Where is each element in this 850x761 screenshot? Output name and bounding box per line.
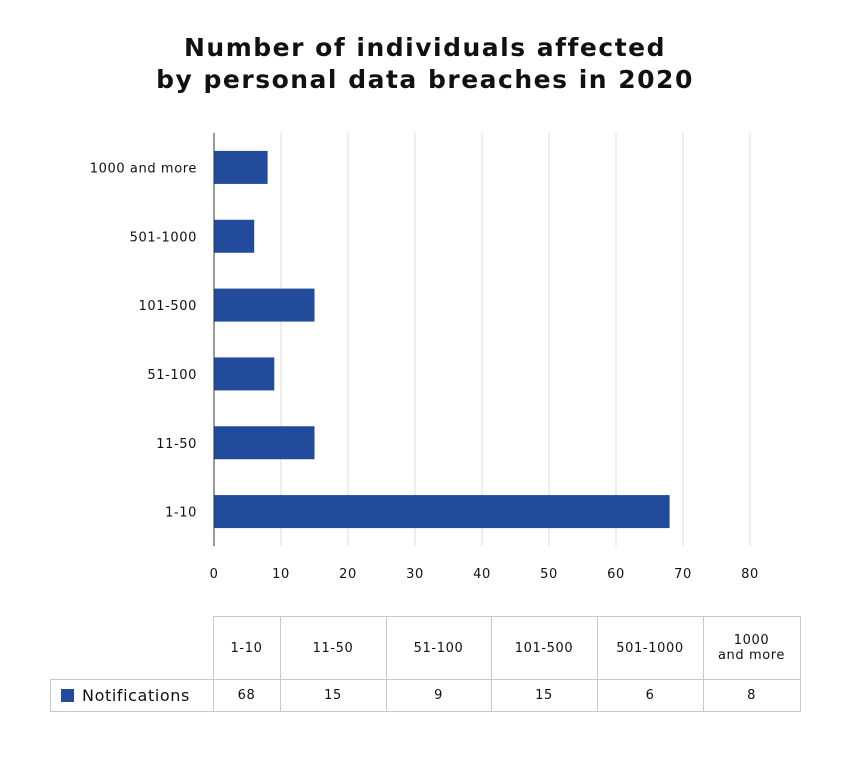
y-tick-label: 1-10 — [165, 506, 197, 521]
table-value-cell: 68 — [212, 679, 281, 712]
series-legend-cell: Notifications — [50, 679, 214, 712]
bar — [214, 426, 315, 460]
table-header-cell: 1-10 — [212, 616, 281, 680]
table-header-text: and more — [717, 648, 786, 663]
x-tick-label: 50 — [540, 567, 558, 582]
x-tick-label: 30 — [406, 567, 424, 582]
table-value-cell: 6 — [596, 679, 704, 712]
table-value-cell: 15 — [490, 679, 598, 712]
y-axis-labels: 1-10 11-50 51-100 101-500 501-1000 1000 and m… — [90, 161, 197, 520]
series-name: Notifications — [82, 686, 190, 705]
y-tick-label: 51-100 — [147, 368, 197, 383]
bar-chart: 1-10 11-50 51-100 101-500 501-1000 1000 and m… — [90, 133, 759, 582]
x-tick-label: 20 — [339, 567, 357, 582]
table-header-text: 1-10 — [230, 640, 263, 656]
bar — [214, 219, 255, 253]
chart-title: Number of individuals affected by person… — [0, 32, 850, 96]
table-header-cell: 1000 and more — [702, 616, 801, 680]
table-header-text: 501-1000 — [616, 640, 684, 656]
table-header-text: 101-500 — [514, 640, 574, 656]
table-header-cell: 11-50 — [279, 616, 387, 680]
x-axis-labels: 0 10 20 30 40 50 60 70 80 — [210, 567, 759, 582]
table-value-cell: 15 — [279, 679, 387, 712]
table-header-text: 51-100 — [413, 640, 464, 656]
x-tick-label: 0 — [210, 567, 219, 582]
gridlines — [280, 133, 751, 546]
data-table-header-row: 1-10 11-50 51-100 101-500 501-1000 1000 … — [51, 616, 801, 680]
bar — [214, 357, 275, 391]
bars — [214, 150, 670, 529]
bar — [214, 495, 670, 529]
chart-title-line-1: Number of individuals affected — [183, 33, 667, 62]
table-header-cell: 501-1000 — [596, 616, 704, 680]
y-tick-label: 501-1000 — [130, 230, 197, 245]
x-tick-label: 70 — [674, 567, 692, 582]
x-tick-label: 10 — [272, 567, 290, 582]
y-tick-label: 1000 and more — [90, 161, 197, 176]
data-table-corner — [51, 617, 214, 680]
data-table: 1-10 11-50 51-100 101-500 501-1000 1000 … — [50, 616, 801, 712]
table-value-cell: 9 — [385, 679, 492, 712]
table-header-text: 11-50 — [312, 640, 354, 656]
table-header-cell: 101-500 — [490, 616, 598, 680]
y-tick-label: 101-500 — [138, 299, 197, 314]
table-header-text: 1000 — [733, 633, 770, 648]
bar — [214, 150, 268, 184]
data-table-series-row: Notifications 68 15 9 15 6 8 — [50, 679, 801, 712]
table-header-cell: 51-100 — [385, 616, 492, 680]
chart-title-line-2: by personal data breaches in 2020 — [156, 65, 694, 94]
y-tick-label: 11-50 — [156, 437, 197, 452]
bar — [214, 288, 315, 322]
x-tick-label: 80 — [741, 567, 759, 582]
table-value-cell: 8 — [702, 679, 801, 712]
x-tick-label: 40 — [473, 567, 491, 582]
series-swatch — [61, 689, 74, 702]
x-tick-label: 60 — [607, 567, 625, 582]
